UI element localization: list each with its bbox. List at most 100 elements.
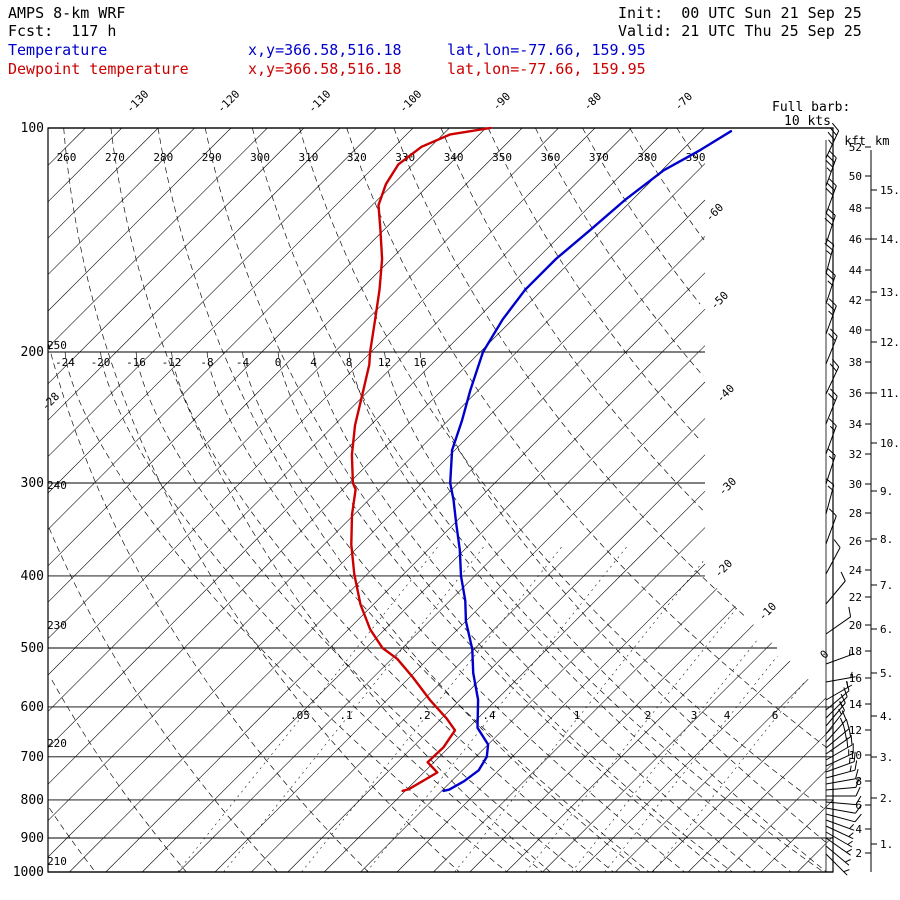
kft-tick-label: 10 xyxy=(849,749,862,762)
theta-label: 360 xyxy=(540,151,560,164)
kft-tick-label: 32 xyxy=(849,448,862,461)
wind-barb xyxy=(825,761,855,773)
isotherm-label: -60 xyxy=(703,201,726,224)
temperature-trace xyxy=(442,130,733,793)
wind-barb xyxy=(825,853,848,876)
kft-tick-label: 40 xyxy=(849,324,862,337)
kft-tick-label: 14 xyxy=(849,698,863,711)
theta-label: 310 xyxy=(299,151,319,164)
wind-barb xyxy=(825,778,856,785)
theta-label: 220 xyxy=(47,737,67,750)
barb-legend-value: 10 kts xyxy=(784,114,831,129)
theta-label: 210 xyxy=(47,855,67,868)
isotherm-label: -10 xyxy=(756,600,779,623)
isotherm-label: -130 xyxy=(124,88,152,116)
km-tick-label: 15. xyxy=(880,184,900,197)
pressure-label: 600 xyxy=(21,700,44,715)
kft-tick-label: 30 xyxy=(849,478,862,491)
mixing-ratio-label: 2 xyxy=(645,709,652,722)
moist-adiabat-label: 4 xyxy=(310,356,317,369)
wind-barb xyxy=(825,807,856,814)
wind-barb xyxy=(825,616,851,635)
isotherm-label: 0 xyxy=(818,648,832,662)
mixing-ratio-lines xyxy=(177,543,807,873)
kft-tick-label: 26 xyxy=(849,535,862,548)
wind-barb xyxy=(825,710,845,735)
km-tick-label: 12. xyxy=(880,336,900,349)
isotherm-label: -70 xyxy=(672,90,695,113)
moist-adiabat-label: -8 xyxy=(200,356,213,369)
kft-tick-label: 50 xyxy=(849,170,862,183)
kft-tick-label: 28 xyxy=(849,507,862,520)
pressure-label: 200 xyxy=(21,345,44,360)
mixing-ratio-label: 6 xyxy=(772,709,779,722)
moist-adiabat-label: -16 xyxy=(126,356,146,369)
forecast-hour: Fcst: 117 h xyxy=(8,22,117,40)
isotherm-label: -110 xyxy=(306,88,334,116)
moist-adiabat-label: 0 xyxy=(275,356,282,369)
wind-barb xyxy=(825,837,851,856)
temperature-legend-label: Temperature xyxy=(8,41,108,59)
isotherm-label: -80 xyxy=(581,90,604,113)
kft-tick-label: 44 xyxy=(849,264,863,277)
plot-frame xyxy=(47,127,834,873)
isotherms xyxy=(47,127,834,873)
theta-label: 300 xyxy=(250,151,270,164)
km-tick-label: 13. xyxy=(880,286,900,299)
mixing-ratio-label: .4 xyxy=(482,709,496,722)
wind-barbs xyxy=(824,122,862,876)
theta-label: 230 xyxy=(47,619,67,632)
kft-tick-label: 36 xyxy=(849,387,862,400)
traces xyxy=(350,126,733,793)
km-tick-label: 3. xyxy=(880,751,893,764)
moist-adiabat-label: -20 xyxy=(91,356,111,369)
wind-barb xyxy=(825,831,853,848)
init-time: Init: 00 UTC Sun 21 Sep 25 xyxy=(618,4,862,22)
theta-label: 260 xyxy=(57,151,77,164)
km-tick-label: 10. xyxy=(880,437,900,450)
kft-tick-label: 22 xyxy=(849,591,862,604)
pressure-label: 700 xyxy=(21,750,44,765)
km-axis-title: km xyxy=(875,134,889,148)
kft-tick-label: 38 xyxy=(849,356,862,369)
kft-tick-label: 34 xyxy=(849,418,863,431)
wind-barb xyxy=(825,547,841,575)
moist-adiabat-labels: -24 -20 -16 -12 -8 -4 0 4 8 12 16 xyxy=(55,356,427,369)
km-tick-label: 8. xyxy=(880,533,893,546)
isotherm-label: -50 xyxy=(708,289,731,312)
moist-adiabat-label: 8 xyxy=(346,356,353,369)
dewpoint-latlon: lat,lon=-77.66, 159.95 xyxy=(447,60,646,78)
altitude-scale: kft km52504846444240383634323028262422201… xyxy=(844,134,900,872)
pressure-label: 1000 xyxy=(13,865,44,880)
dewpoint-legend-label: Dewpoint temperature xyxy=(8,60,189,78)
wind-barb xyxy=(825,786,856,791)
km-tick-label: 11. xyxy=(880,387,900,400)
wind-barb xyxy=(825,702,846,727)
theta-label: 340 xyxy=(444,151,464,164)
kft-axis-title: kft xyxy=(844,134,866,148)
kft-tick-label: 12 xyxy=(849,724,862,737)
wind-barb xyxy=(825,690,850,711)
kft-tick-label: 4 xyxy=(855,823,862,836)
km-tick-label: 4. xyxy=(880,710,893,723)
isotherm-label: -40 xyxy=(714,382,737,405)
theta-label: 240 xyxy=(47,479,67,492)
isotherm-label: -20 xyxy=(712,557,735,580)
km-tick-label: 1. xyxy=(880,838,893,851)
km-tick-label: 2. xyxy=(880,792,893,805)
theta-labels: 260 270 280 290 300 310 320 330 340 350 360 370 380 3… xyxy=(47,151,705,868)
isotherm-label: -90 xyxy=(490,90,513,113)
mixing-ratio-label: 3 xyxy=(691,709,698,722)
mixing-ratio-label: .05 xyxy=(290,709,310,722)
km-tick-label: 7. xyxy=(880,579,893,592)
isotherm-labels: -130 -120 -110 -100 -90 -80 -70-60-50-40-30-20… xyxy=(39,88,832,662)
temperature-xy: x,y=366.58,516.18 xyxy=(248,41,402,59)
wind-barb xyxy=(825,801,856,806)
kft-tick-label: 52 xyxy=(849,141,862,154)
wind-barb xyxy=(825,366,840,395)
wind-barb xyxy=(825,515,837,545)
dewpoint-xy: x,y=366.58,516.18 xyxy=(248,60,402,78)
km-tick-label: 9. xyxy=(880,485,893,498)
pressure-label: 100 xyxy=(21,121,44,136)
